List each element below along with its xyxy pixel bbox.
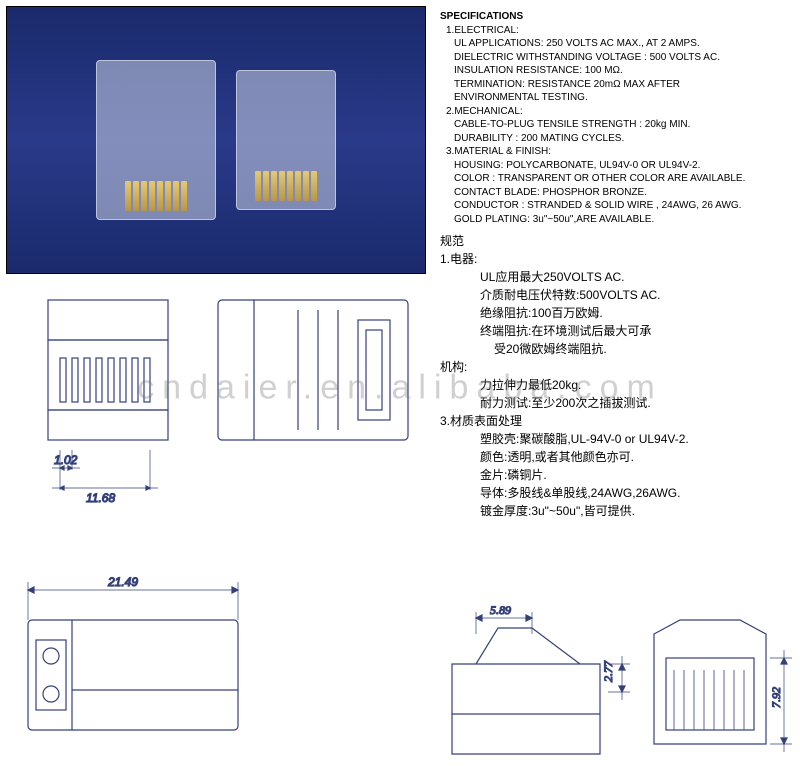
product-photo-area bbox=[6, 6, 426, 274]
connector-pins-2 bbox=[255, 171, 317, 201]
svg-text:2.77: 2.77 bbox=[601, 660, 615, 682]
spec-sec-2-label: 2.MECHANICAL: bbox=[440, 105, 790, 119]
svg-text:7.92: 7.92 bbox=[769, 687, 783, 708]
technical-drawings-left: 1.02 11.68 21.49 bbox=[8, 290, 428, 770]
svg-text:11.68: 11.68 bbox=[86, 491, 115, 505]
drawing-side-view: 21.49 bbox=[8, 570, 268, 760]
svg-text:5.89: 5.89 bbox=[490, 604, 511, 617]
svg-text:21.49: 21.49 bbox=[107, 575, 138, 589]
connector-photo-1 bbox=[96, 60, 216, 220]
connector-pins-1 bbox=[125, 181, 187, 211]
drawing-top-view bbox=[208, 290, 418, 570]
spec-sec-3-label: 3.MATERIAL & FINISH: bbox=[440, 145, 790, 159]
specifications-text-cn: 规范 1.电器: UL应用最大250VOLTS AC. 介质耐电压伏特数:500… bbox=[440, 232, 790, 520]
spec-sec-1-label: 1.ELECTRICAL: bbox=[440, 24, 790, 38]
connector-photo-2 bbox=[236, 70, 336, 210]
drawing-latch-side: 5.89 2.77 bbox=[440, 604, 640, 764]
spec-cn-title: 规范 bbox=[440, 232, 790, 250]
drawing-front-view: 1.02 11.68 bbox=[8, 290, 208, 570]
spec-title: SPECIFICATIONS bbox=[440, 10, 790, 24]
technical-drawings-right: 5.89 2.77 7.92 bbox=[440, 604, 792, 767]
specifications-text: SPECIFICATIONS 1.ELECTRICAL: UL APPLICAT… bbox=[440, 10, 790, 520]
svg-text:1.02: 1.02 bbox=[54, 453, 78, 467]
drawing-end-view: 7.92 bbox=[640, 604, 800, 764]
